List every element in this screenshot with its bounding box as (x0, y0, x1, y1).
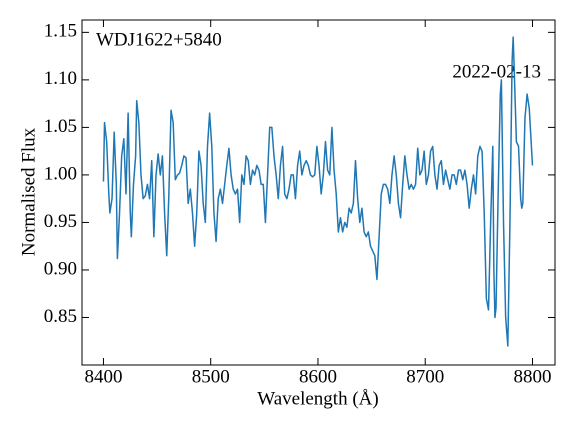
x-axis-label: Wavelength (Å) (257, 388, 378, 409)
y-tick-label: 1.00 (44, 163, 77, 184)
x-tick-label: 8400 (84, 366, 122, 387)
x-tick-label: 8500 (192, 366, 230, 387)
annotation: 2022-02-13 (452, 61, 541, 82)
y-tick-label: 1.15 (44, 21, 77, 42)
spectrum-line (102, 36, 534, 347)
annotation: WDJ1622+5840 (96, 29, 222, 50)
y-tick-label: 1.10 (44, 68, 77, 89)
x-tick-label: 8700 (406, 366, 444, 387)
x-tick-label: 8600 (299, 366, 337, 387)
plot-frame (81, 19, 556, 366)
y-tick-label: 1.05 (44, 116, 77, 137)
y-tick-label: 0.95 (44, 211, 77, 232)
y-axis-label: Normalised Flux (18, 127, 39, 256)
y-tick-label: 0.85 (44, 306, 77, 327)
x-tick-label: 8800 (513, 366, 551, 387)
y-tick-label: 0.90 (44, 258, 77, 279)
